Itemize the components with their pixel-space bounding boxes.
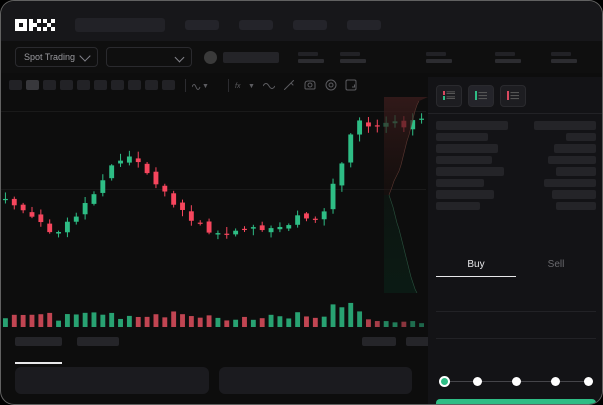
svg-text:▼: ▼ (248, 83, 255, 90)
svg-text:fx: fx (235, 83, 241, 90)
svg-text:▼: ▼ (202, 83, 209, 90)
